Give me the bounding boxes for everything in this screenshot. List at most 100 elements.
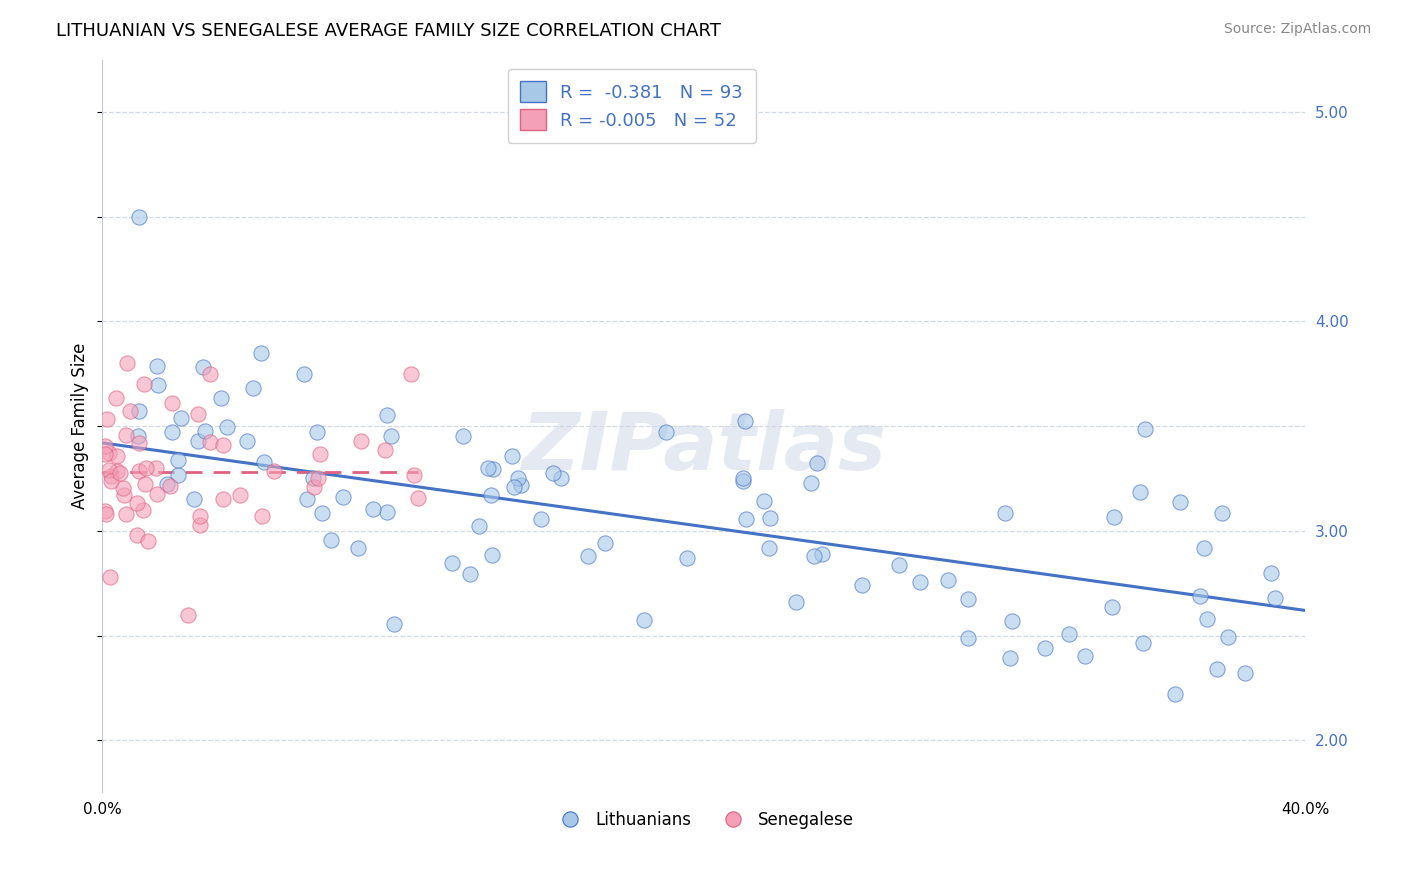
- Point: [112, 482, 135, 496]
- Point: [176, 607, 198, 622]
- Point: [800, 476, 823, 491]
- Point: [307, 471, 329, 485]
- Point: [477, 461, 499, 475]
- Point: [134, 477, 156, 491]
- Point: [250, 346, 273, 360]
- Point: [550, 471, 572, 485]
- Point: [108, 466, 131, 480]
- Point: [1234, 665, 1257, 680]
- Point: [1102, 510, 1125, 524]
- Point: [188, 509, 211, 524]
- Point: [956, 592, 979, 607]
- Point: [100, 474, 122, 488]
- Point: [308, 447, 330, 461]
- Point: [128, 404, 150, 418]
- Point: [633, 613, 655, 627]
- Point: [347, 541, 370, 555]
- Point: [183, 491, 205, 506]
- Point: [1216, 630, 1239, 644]
- Point: [1195, 612, 1218, 626]
- Text: ZIPatlas: ZIPatlas: [522, 409, 886, 487]
- Point: [993, 506, 1015, 520]
- Point: [115, 356, 138, 370]
- Point: [759, 511, 782, 525]
- Point: [136, 534, 159, 549]
- Point: [94, 440, 117, 454]
- Point: [399, 367, 422, 381]
- Point: [936, 573, 959, 587]
- Point: [956, 631, 979, 645]
- Point: [374, 442, 396, 457]
- Point: [593, 536, 616, 550]
- Point: [655, 425, 678, 439]
- Point: [803, 549, 825, 563]
- Point: [479, 488, 502, 502]
- Point: [1264, 591, 1286, 606]
- Point: [159, 478, 181, 492]
- Point: [851, 577, 873, 591]
- Point: [1164, 687, 1187, 701]
- Point: [1135, 422, 1157, 436]
- Point: [98, 463, 121, 477]
- Point: [350, 434, 373, 448]
- Point: [112, 488, 135, 502]
- Point: [404, 467, 426, 482]
- Point: [1211, 506, 1233, 520]
- Point: [1129, 484, 1152, 499]
- Point: [146, 486, 169, 500]
- Point: [998, 651, 1021, 665]
- Point: [1189, 589, 1212, 603]
- Point: [382, 616, 405, 631]
- Point: [1206, 662, 1229, 676]
- Point: [332, 490, 354, 504]
- Point: [212, 438, 235, 452]
- Point: [295, 491, 318, 506]
- Point: [1001, 614, 1024, 628]
- Point: [105, 463, 128, 477]
- Point: [530, 512, 553, 526]
- Point: [375, 505, 398, 519]
- Legend: Lithuanians, Senegalese: Lithuanians, Senegalese: [547, 805, 860, 836]
- Point: [406, 491, 429, 506]
- Point: [467, 519, 489, 533]
- Point: [160, 425, 183, 439]
- Point: [1101, 599, 1123, 614]
- Point: [128, 464, 150, 478]
- Point: [166, 468, 188, 483]
- Point: [307, 425, 329, 439]
- Point: [253, 455, 276, 469]
- Point: [104, 391, 127, 405]
- Point: [94, 503, 117, 517]
- Point: [125, 528, 148, 542]
- Point: [441, 556, 464, 570]
- Point: [501, 449, 523, 463]
- Point: [676, 550, 699, 565]
- Point: [100, 469, 122, 483]
- Point: [263, 464, 285, 478]
- Point: [733, 471, 755, 485]
- Point: [148, 378, 170, 392]
- Point: [510, 478, 533, 492]
- Point: [806, 456, 828, 470]
- Point: [166, 453, 188, 467]
- Point: [451, 429, 474, 443]
- Y-axis label: Average Family Size: Average Family Size: [72, 343, 89, 509]
- Point: [94, 447, 117, 461]
- Point: [735, 511, 758, 525]
- Point: [128, 210, 150, 224]
- Point: [132, 377, 155, 392]
- Point: [194, 424, 217, 438]
- Point: [200, 434, 222, 449]
- Point: [502, 480, 524, 494]
- Point: [98, 570, 121, 584]
- Point: [734, 413, 756, 427]
- Point: [187, 407, 209, 421]
- Text: LITHUANIAN VS SENEGALESE AVERAGE FAMILY SIZE CORRELATION CHART: LITHUANIAN VS SENEGALESE AVERAGE FAMILY …: [56, 22, 721, 40]
- Point: [731, 475, 754, 489]
- Point: [576, 549, 599, 563]
- Point: [811, 547, 834, 561]
- Point: [170, 411, 193, 425]
- Point: [458, 567, 481, 582]
- Point: [217, 420, 239, 434]
- Point: [481, 462, 503, 476]
